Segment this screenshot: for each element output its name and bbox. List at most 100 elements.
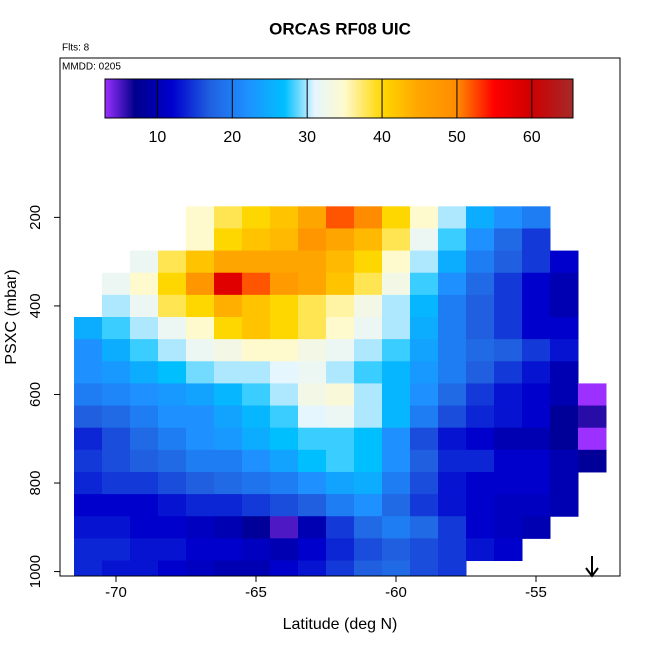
heat-cell: [270, 272, 299, 296]
heat-cell: [410, 516, 439, 539]
heat-cell: [102, 294, 131, 318]
heat-cell: [242, 405, 271, 429]
heat-cell: [298, 449, 327, 473]
heat-cell: [130, 471, 159, 495]
heat-cell: [326, 317, 355, 340]
heat-cell: [494, 449, 523, 473]
heat-cell: [158, 317, 187, 340]
heat-cell: [186, 538, 215, 562]
heat-cell: [158, 272, 187, 296]
heat-cell: [438, 405, 467, 429]
heat-cell: [130, 339, 159, 362]
heat-cell: [438, 449, 467, 473]
heat-cell: [242, 272, 271, 296]
heat-cell: [270, 494, 299, 517]
heat-cell: [354, 494, 383, 517]
heat-cell: [550, 494, 579, 517]
heat-cell: [550, 294, 579, 318]
heat-cell: [270, 449, 299, 473]
heat-cell: [382, 272, 411, 296]
heat-cell: [130, 560, 159, 576]
heat-cell: [242, 560, 271, 576]
heat-cell: [130, 272, 159, 296]
heat-cell: [270, 228, 299, 252]
heat-cell: [354, 228, 383, 252]
arrow: [585, 556, 599, 578]
heat-cell: [326, 449, 355, 473]
heat-cell: [354, 206, 383, 229]
heat-cell: [550, 405, 579, 429]
heat-cell: [130, 427, 159, 451]
heat-cell: [158, 405, 187, 429]
heat-cell: [522, 383, 551, 407]
colorbar-tick-label: 40: [373, 129, 391, 146]
heat-cell: [74, 516, 103, 539]
heatmap: [74, 206, 607, 576]
heat-cell: [298, 250, 327, 274]
heat-cell: [298, 317, 327, 340]
heat-cell: [466, 206, 495, 229]
heat-cell: [186, 250, 215, 274]
y-tick-label: 600: [27, 382, 44, 407]
heat-cell: [494, 494, 523, 517]
heat-cell: [214, 228, 243, 252]
heat-cell: [466, 317, 495, 340]
heat-cell: [550, 272, 579, 296]
heat-cell: [326, 538, 355, 562]
heat-cell: [382, 294, 411, 318]
heat-cell: [522, 272, 551, 296]
heat-cell: [466, 516, 495, 539]
heat-cell: [298, 560, 327, 576]
date-label: MMDD: 0205: [62, 62, 121, 73]
heat-cell: [130, 405, 159, 429]
heat-cell: [158, 427, 187, 451]
heat-cell: [410, 383, 439, 407]
heat-cell: [550, 383, 579, 407]
heat-cell: [214, 405, 243, 429]
heat-cell: [214, 294, 243, 318]
heat-cell: [410, 361, 439, 384]
heat-cell: [74, 339, 103, 362]
y-tick-label: 1000: [27, 555, 44, 588]
heat-cell: [326, 250, 355, 274]
heat-cell: [382, 427, 411, 451]
heat-cell: [326, 228, 355, 252]
heat-cell: [438, 272, 467, 296]
heat-cell: [74, 560, 103, 576]
heat-cell: [354, 272, 383, 296]
heat-cell: [494, 383, 523, 407]
heat-cell: [466, 294, 495, 318]
heat-cell: [550, 449, 579, 473]
heat-cell: [494, 361, 523, 384]
heat-cell: [270, 516, 299, 539]
heat-cell: [242, 317, 271, 340]
heat-cell: [466, 361, 495, 384]
heat-cell: [102, 494, 131, 517]
heat-cell: [550, 317, 579, 340]
heat-cell: [438, 538, 467, 562]
heat-cell: [410, 294, 439, 318]
heat-cell: [578, 405, 607, 429]
heat-cell: [382, 471, 411, 495]
heat-cell: [354, 250, 383, 274]
heat-cell: [298, 294, 327, 318]
heat-cell: [410, 427, 439, 451]
heat-cell: [382, 228, 411, 252]
heat-cell: [74, 449, 103, 473]
heat-cell: [242, 206, 271, 229]
heat-cell: [158, 449, 187, 473]
heat-cell: [438, 361, 467, 384]
heat-cell: [102, 383, 131, 407]
heat-cell: [326, 494, 355, 517]
heat-cell: [382, 494, 411, 517]
heat-cell: [298, 538, 327, 562]
heat-cell: [438, 427, 467, 451]
heat-cell: [354, 361, 383, 384]
y-tick-label: 400: [27, 293, 44, 318]
heat-cell: [102, 449, 131, 473]
heat-cell: [326, 294, 355, 318]
heat-cell: [326, 405, 355, 429]
heat-cell: [522, 516, 551, 539]
heat-cell: [466, 339, 495, 362]
